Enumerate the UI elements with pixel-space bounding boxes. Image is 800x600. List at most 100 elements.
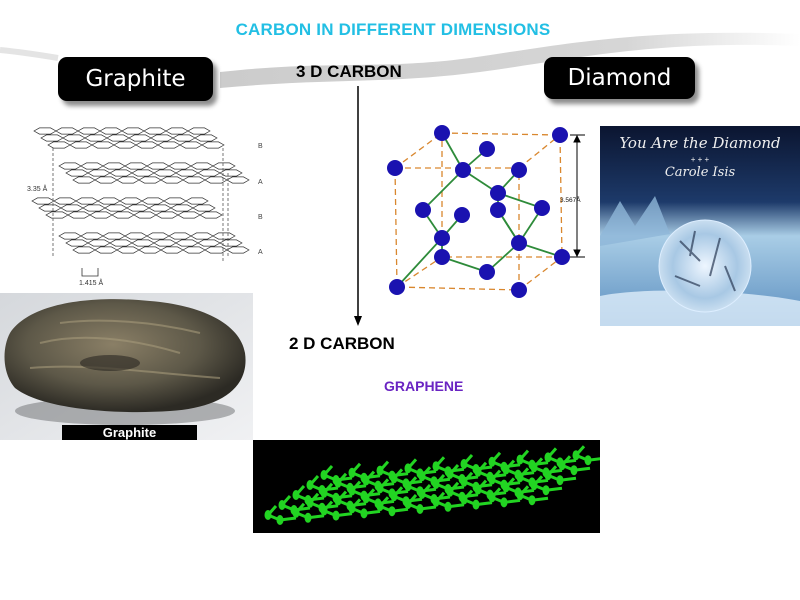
slide-title: CARBON IN DIFFERENT DIMENSIONS bbox=[235, 20, 551, 39]
hexagon-ring bbox=[65, 169, 89, 177]
carbon-atom bbox=[511, 282, 527, 298]
hexagon-ring bbox=[160, 246, 184, 254]
hexagon-ring bbox=[185, 197, 209, 205]
carbon-atom bbox=[479, 264, 495, 280]
diamond-button[interactable]: Diamond bbox=[544, 57, 695, 99]
cube-edge bbox=[518, 134, 561, 169]
graphene-atom bbox=[318, 485, 326, 495]
carbon-atom bbox=[511, 162, 527, 178]
graphene-atom bbox=[416, 504, 424, 514]
hexagon-ring bbox=[219, 239, 243, 247]
cube-edge bbox=[518, 256, 563, 291]
bond-length-label: 1.415 Å bbox=[79, 278, 103, 287]
hexagon-ring bbox=[58, 162, 82, 170]
hexagon-ring bbox=[75, 197, 99, 205]
graphene-atom bbox=[430, 476, 438, 487]
hexagon-ring bbox=[148, 204, 172, 212]
hexagon-ring bbox=[116, 246, 140, 254]
hexagon-ring bbox=[219, 169, 243, 177]
graphite-photo-caption: Graphite bbox=[62, 425, 197, 440]
hexagon-ring bbox=[153, 169, 177, 177]
graphene-atom bbox=[516, 454, 524, 465]
graphene-atom bbox=[376, 465, 384, 476]
hexagon-ring bbox=[153, 239, 177, 247]
graphene-atom bbox=[304, 495, 312, 505]
hexagon-ring bbox=[113, 141, 137, 149]
graphene-atom bbox=[444, 501, 452, 512]
hexagon-ring bbox=[69, 141, 93, 149]
graphene-atom bbox=[278, 500, 286, 510]
hexagon-ring bbox=[175, 169, 199, 177]
graphene-atom bbox=[500, 497, 508, 508]
hexagon-ring bbox=[182, 246, 206, 254]
hexagon-ring bbox=[204, 176, 228, 184]
hexagon-ring bbox=[82, 204, 106, 212]
hexagon-ring bbox=[175, 239, 199, 247]
graphene-atom bbox=[292, 490, 300, 500]
label-2d-carbon: 2 D CARBON bbox=[289, 334, 395, 353]
hexagon-ring bbox=[163, 197, 187, 205]
hexagon-ring bbox=[99, 127, 123, 135]
hexagon-ring bbox=[89, 211, 113, 219]
graphene-atom bbox=[528, 495, 536, 506]
graphene-atom bbox=[332, 475, 340, 485]
carbon-atom bbox=[434, 230, 450, 246]
hexagon-ring bbox=[102, 162, 126, 170]
hexagon-ring bbox=[212, 232, 236, 240]
graphite-button[interactable]: Graphite bbox=[58, 57, 213, 101]
graphene-atom bbox=[486, 489, 494, 500]
graphite-rock-photo bbox=[0, 293, 253, 440]
hexagon-ring bbox=[116, 176, 140, 184]
hexagon-ring bbox=[168, 162, 192, 170]
graphene-atom bbox=[388, 470, 396, 481]
graphene-atom bbox=[542, 467, 550, 478]
graphene-atom bbox=[360, 508, 368, 519]
graphene-atom bbox=[416, 486, 424, 497]
graphene-atom bbox=[332, 510, 340, 521]
hexagon-ring bbox=[77, 127, 101, 135]
hexagon-ring bbox=[87, 169, 111, 177]
hexagon-ring bbox=[172, 134, 196, 142]
hexagon-ring bbox=[160, 176, 184, 184]
graphene-atom bbox=[404, 463, 412, 474]
carbon-bond bbox=[422, 169, 464, 211]
graphene-atom bbox=[514, 469, 522, 480]
graphene-atom bbox=[402, 496, 410, 507]
carbon-bond bbox=[396, 237, 443, 288]
graphene-atom bbox=[348, 467, 356, 478]
graphene-atom bbox=[374, 498, 382, 509]
hexagon-ring bbox=[150, 134, 174, 142]
graphene-atom bbox=[416, 468, 424, 479]
hexagon-ring bbox=[204, 246, 228, 254]
graphene-atom bbox=[572, 450, 580, 461]
album-artist: Carole Isis bbox=[664, 165, 736, 180]
carbon-atom bbox=[454, 207, 470, 223]
hexagon-ring bbox=[72, 246, 96, 254]
hexagon-ring bbox=[104, 204, 128, 212]
hexagon-ring bbox=[128, 134, 152, 142]
hexagon-ring bbox=[94, 176, 118, 184]
hexagon-ring bbox=[47, 141, 71, 149]
hexagon-ring bbox=[212, 162, 236, 170]
spacing-label: 3.35 Å bbox=[27, 184, 48, 193]
graphene-atom bbox=[514, 487, 522, 498]
hexagon-ring bbox=[126, 204, 150, 212]
decorative-swoosh bbox=[0, 32, 800, 88]
diamond-album-cover bbox=[600, 126, 800, 326]
hexagon-ring bbox=[109, 169, 133, 177]
hexagon-ring bbox=[194, 134, 218, 142]
hexagon-ring bbox=[190, 162, 214, 170]
graphene-atom bbox=[290, 505, 298, 515]
graphene-atom bbox=[444, 466, 452, 477]
graphene-atom bbox=[388, 488, 396, 499]
graphene-atom bbox=[584, 455, 592, 466]
graphene-atom bbox=[500, 479, 508, 490]
hexagon-ring bbox=[182, 176, 206, 184]
graphene-atom bbox=[528, 459, 536, 470]
hexagon-ring bbox=[58, 232, 82, 240]
hexagon-ring bbox=[146, 162, 170, 170]
hexagon-ring bbox=[80, 232, 104, 240]
hexagon-ring bbox=[143, 127, 167, 135]
graphene-atom bbox=[304, 512, 312, 523]
graphene-atom bbox=[346, 500, 354, 511]
